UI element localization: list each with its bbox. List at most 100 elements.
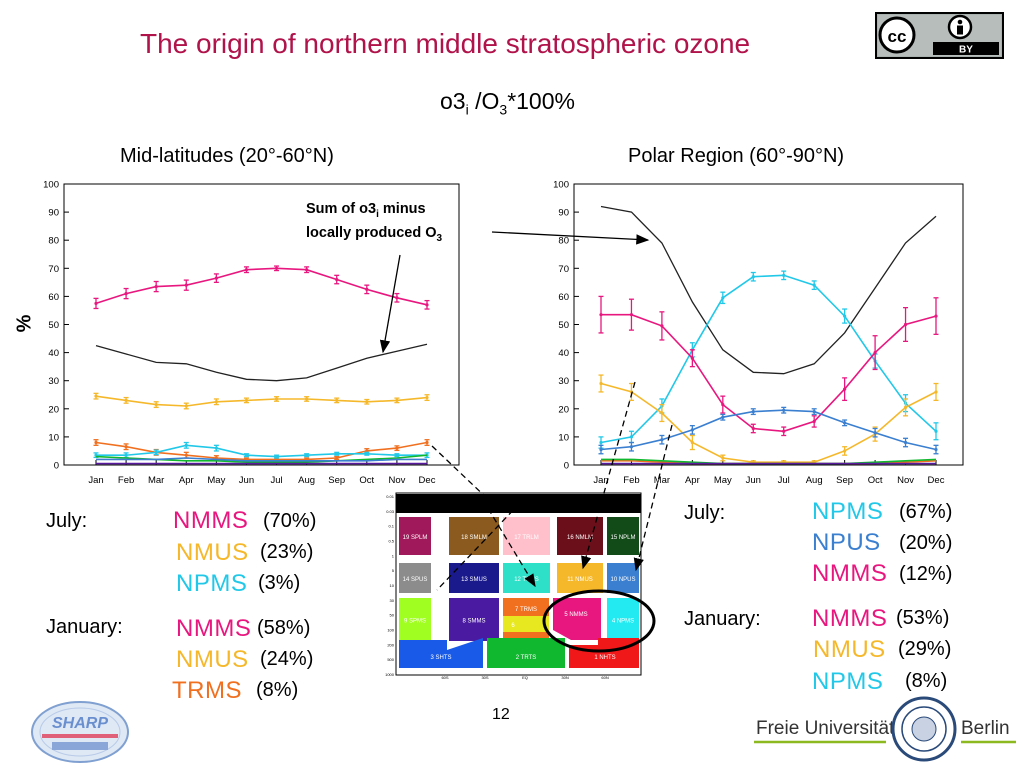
region-box: [449, 598, 499, 641]
data-point: [843, 449, 847, 453]
map-y-tick-label: 50: [390, 613, 395, 618]
right-july-tracer-1: NPMS: [812, 498, 884, 525]
x-tick-label: Jul: [778, 475, 790, 486]
data-point: [629, 313, 634, 317]
data-point: [154, 450, 158, 454]
series-line-nmms: [95, 267, 428, 306]
y-tick-label: 60: [558, 292, 569, 303]
left-july-tracer-2: NMUS: [176, 539, 249, 566]
x-tick-label: Feb: [118, 475, 134, 486]
data-point: [214, 446, 218, 450]
region-label: 18 SMLM: [461, 535, 487, 541]
y-tick-label: 0: [54, 461, 59, 472]
x-tick-label: Nov: [897, 475, 914, 486]
left-january-tracer-1: NMMS: [176, 615, 252, 642]
x-tick-label: Aug: [298, 475, 315, 486]
data-point: [365, 400, 369, 404]
data-point: [903, 405, 908, 409]
series-line-nmus: [95, 395, 428, 407]
data-point: [395, 446, 399, 450]
y-tick-label: 60: [48, 292, 59, 303]
y-axis-label: %: [13, 314, 36, 333]
map-y-tick-label: 30: [390, 598, 395, 603]
data-point: [660, 411, 664, 415]
x-tick-label: Dec: [419, 475, 436, 486]
x-tick-label: May: [714, 475, 732, 486]
data-point: [721, 415, 725, 419]
region-box: [553, 598, 601, 640]
y-tick-label: 10: [48, 432, 59, 443]
region-label: 19 SPLM: [403, 535, 428, 541]
data-point: [395, 453, 399, 457]
right-january-pct-3: (8%): [905, 670, 948, 692]
region-box: [399, 638, 483, 668]
x-tick-label: Jul: [270, 475, 282, 486]
page-number: 12: [492, 706, 510, 723]
data-point: [335, 452, 339, 456]
data-point: [244, 268, 249, 272]
region-label: 11 NMUS: [567, 577, 593, 583]
right-july-pct-1: (67%): [899, 501, 953, 523]
data-point: [903, 322, 908, 327]
right-january-tracer-2: NMUS: [813, 636, 886, 663]
left-july-pct-1: (70%): [263, 510, 317, 532]
y-tick-label: 20: [48, 404, 59, 415]
data-point: [305, 453, 309, 457]
data-point: [365, 287, 369, 291]
right-january-pct-1: (53%): [896, 607, 950, 629]
x-tick-label: Dec: [928, 475, 945, 486]
region-box: [487, 638, 565, 668]
data-point: [721, 402, 725, 407]
x-tick-label: Oct: [359, 475, 374, 486]
polar-region-chart: 0 10 20 30 40 50 60 70 80 90 100 Jan Feb Mar Apr May Jun…: [553, 180, 964, 486]
y-tick-label: 40: [558, 348, 569, 359]
series-npus: [96, 457, 427, 462]
data-point: [934, 429, 938, 433]
map-x-tick-label: 60S: [441, 675, 448, 680]
data-point: [599, 447, 603, 452]
x-tick-label: Mar: [148, 475, 164, 486]
y-tick-label: 100: [553, 180, 569, 191]
data-point: [244, 453, 249, 457]
right-january-label: January:: [684, 608, 761, 630]
mid-latitudes-chart: 0 10 20 30 40 50 60 70 80 90 100 Jan Feb Mar Apr May Jun…: [43, 180, 460, 486]
fu-logo-text: Freie Universität: [756, 718, 895, 739]
data-point: [903, 440, 908, 445]
right-july-tracer-3: NMMS: [812, 560, 888, 587]
x-tick-label: Sep: [836, 475, 853, 486]
data-point: [660, 324, 664, 328]
x-tick-label: Sep: [328, 475, 345, 486]
series-nmms: [598, 295, 939, 437]
data-point: [721, 296, 725, 300]
data-point: [305, 268, 309, 272]
data-point: [690, 356, 694, 360]
y-tick-label: 50: [48, 320, 59, 331]
data-point: [599, 440, 603, 445]
left-july-pct-3: (3%): [258, 572, 301, 594]
data-point: [184, 404, 188, 408]
series-npms: [93, 441, 430, 459]
data-point: [843, 421, 847, 425]
y-tick-label: 40: [48, 348, 59, 359]
left-january-tracer-3: TRMS: [172, 677, 242, 704]
series-line-trms: [95, 441, 428, 461]
left-january-pct-1: (58%): [257, 617, 311, 639]
series-line-nmms: [601, 313, 937, 433]
data-point: [690, 428, 694, 432]
left-july-tracer-1: NMMS: [173, 507, 249, 534]
data-point: [124, 291, 128, 296]
right-january-pct-2: (29%): [898, 638, 952, 660]
series-sum: [600, 205, 937, 375]
sum-annotation: Sum of o3i minus locally produced O3: [306, 200, 442, 248]
x-tick-label: Oct: [868, 475, 883, 486]
x-tick-label: Apr: [685, 475, 700, 486]
region-box: [399, 598, 431, 641]
series-line-npms: [96, 444, 427, 458]
x-tick-label: Jun: [746, 475, 761, 486]
x-tick-label: Nov: [388, 475, 405, 486]
region-label: 2 TRTS: [516, 655, 536, 661]
region-label: 14 SPUS: [403, 577, 428, 583]
data-point: [274, 397, 279, 401]
region-label: 4 NPMS: [612, 619, 634, 625]
region-label: 9 SPMS: [404, 619, 426, 625]
